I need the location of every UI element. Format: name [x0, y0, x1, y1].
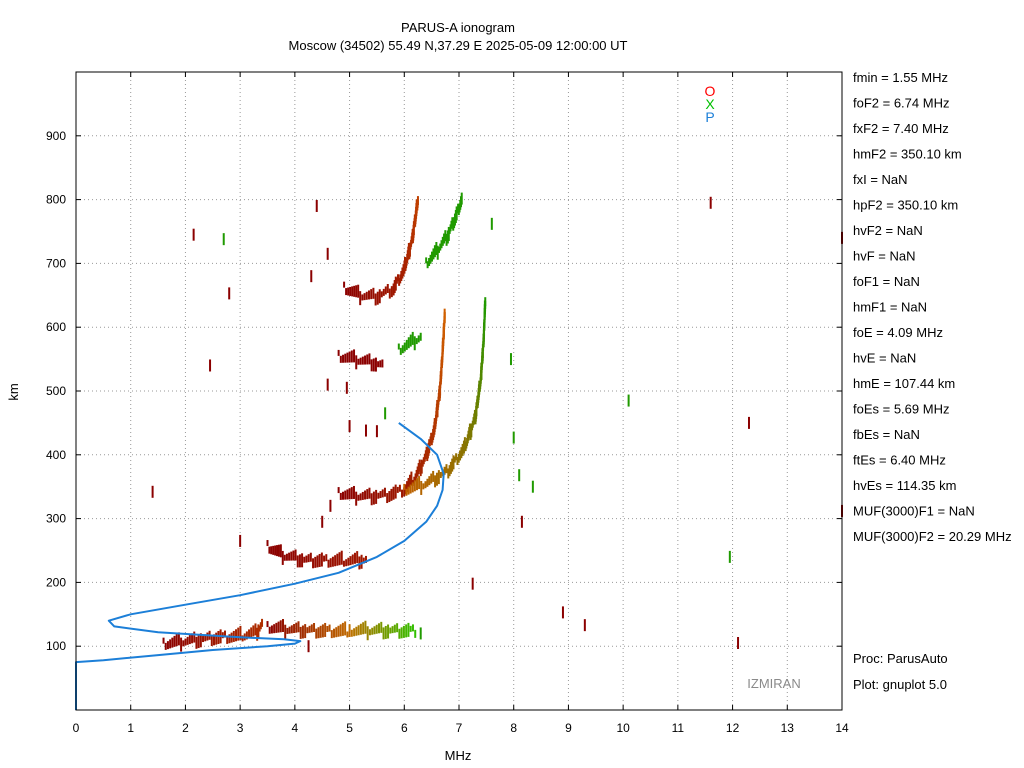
watermark: IZMIRAN — [747, 676, 800, 691]
plot-border — [75, 71, 843, 711]
parameter-line: MUF(3000)F1 = NaN — [853, 504, 975, 519]
parameter-list: fmin = 1.55 MHz foF2 = 6.74 MHz fxF2 = 7.4… — [853, 70, 1012, 544]
footer-line: Proc: ParusAuto — [853, 651, 948, 666]
chart-title: PARUS-A ionogram — [401, 20, 515, 35]
footer-line: Plot: gnuplot 5.0 — [853, 677, 947, 692]
noise-echoes — [151, 196, 843, 653]
x-tick-label: 7 — [456, 721, 463, 735]
x-axis-ticks: 0 1 2 3 4 5 6 7 8 9 10 11 12 13 14 — [73, 72, 849, 735]
x-tick-label: 3 — [237, 721, 244, 735]
x-tick-label: 1 — [127, 721, 134, 735]
echo-traces — [162, 192, 487, 652]
profile-curve — [75, 422, 445, 710]
x-axis-label: MHz — [445, 748, 472, 763]
legend-entry-o: O — [705, 83, 716, 99]
parameter-line: foF1 = NaN — [853, 274, 920, 289]
y-tick-label: 600 — [46, 320, 66, 334]
parameter-line: fxI = NaN — [853, 172, 908, 187]
x-tick-label: 8 — [510, 721, 517, 735]
y-tick-label: 200 — [46, 575, 66, 589]
legend-entry-p: P — [705, 109, 714, 125]
x-tick-label: 6 — [401, 721, 408, 735]
y-tick-label: 300 — [46, 512, 66, 526]
x-tick-label: 10 — [616, 721, 630, 735]
chart-subtitle: Moscow (34502) 55.49 N,37.29 E 2025-05-0… — [289, 38, 628, 53]
parameter-line: MUF(3000)F2 = 20.29 MHz — [853, 529, 1012, 544]
profile-line-p — [75, 422, 445, 710]
grid-lines — [76, 72, 842, 710]
x-tick-label: 14 — [835, 721, 849, 735]
y-tick-label: 400 — [46, 448, 66, 462]
parameter-line: fmin = 1.55 MHz — [853, 70, 948, 85]
parameter-line: fxF2 = 7.40 MHz — [853, 121, 949, 136]
parameter-line: foE = 4.09 MHz — [853, 325, 943, 340]
x-tick-label: 2 — [182, 721, 189, 735]
y-tick-label: 700 — [46, 256, 66, 270]
parameter-line: hvEs = 114.35 km — [853, 478, 956, 493]
x-tick-label: 13 — [781, 721, 795, 735]
legend: OXP — [705, 83, 716, 125]
legend-entry-x: X — [705, 96, 715, 112]
y-tick-label: 100 — [46, 639, 66, 653]
parameter-line: hmF2 = 350.10 km — [853, 147, 962, 162]
footer-info: Proc: ParusAuto Plot: gnuplot 5.0 — [853, 651, 948, 692]
parameter-line: hvF2 = NaN — [853, 223, 923, 238]
parameter-line: ftEs = 6.40 MHz — [853, 453, 946, 468]
parameter-line: hpF2 = 350.10 km — [853, 198, 958, 213]
x-tick-label: 9 — [565, 721, 572, 735]
parameter-line: hmF1 = NaN — [853, 300, 927, 315]
y-tick-label: 900 — [46, 129, 66, 143]
y-axis-ticks: 100 200 300 400 500 600 700 800 900 — [46, 129, 842, 653]
parameter-line: hvF = NaN — [853, 249, 916, 264]
y-axis-label: km — [6, 383, 21, 400]
x-tick-label: 11 — [672, 721, 685, 735]
x-tick-label: 4 — [292, 721, 299, 735]
parameter-line: foEs = 5.69 MHz — [853, 402, 949, 417]
parameter-line: foF2 = 6.74 MHz — [853, 96, 949, 111]
y-tick-label: 500 — [46, 384, 66, 398]
y-tick-label: 800 — [46, 193, 66, 207]
parameter-line: hvE = NaN — [853, 351, 916, 366]
x-tick-label: 12 — [726, 721, 740, 735]
parameter-line: hmE = 107.44 km — [853, 376, 955, 391]
x-tick-label: 5 — [346, 721, 353, 735]
parameter-line: fbEs = NaN — [853, 427, 920, 442]
x-tick-label: 0 — [73, 721, 80, 735]
